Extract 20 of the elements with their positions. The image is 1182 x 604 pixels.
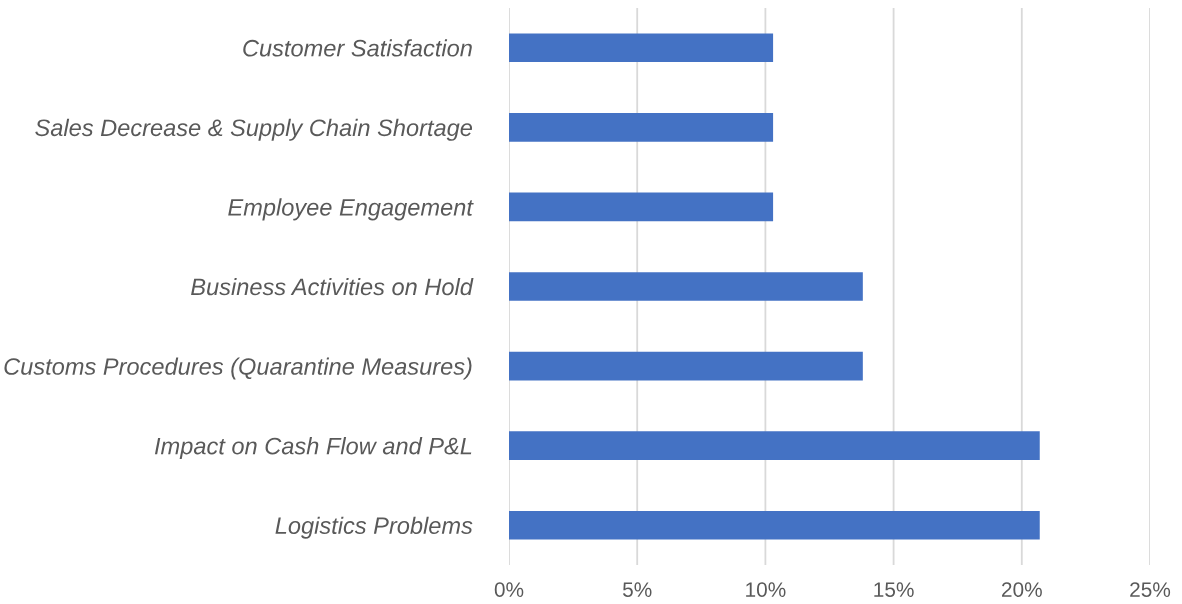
bar [509,351,863,381]
y-tick-label: Logistics Problems [275,516,473,539]
x-tick-label: 10% [746,582,786,597]
x-tick-label: 20% [1002,582,1042,597]
x-tick-label: 15% [874,582,914,597]
x-tick-label: 25% [1130,582,1171,597]
y-tick-label: Customer Satisfaction [243,39,472,57]
y-tick-label: Employee Engagement [228,198,474,221]
bar [509,431,1040,460]
bar [509,272,863,301]
bar [509,113,774,142]
y-tick-label: Business Activities on Hold [191,277,474,296]
y-tick-label: Sales Decrease & Supply Chain Shortage [35,118,473,141]
y-tick-label: Impact on Cash Flow and P&L [154,437,472,460]
y-tick-label: Customs Procedures (Quarantine Measures) [4,357,472,380]
bar [509,192,774,222]
x-tick-label: 0% [494,582,524,597]
bar [509,510,1040,540]
x-tick-label: 5% [622,582,652,597]
bar [509,33,774,63]
